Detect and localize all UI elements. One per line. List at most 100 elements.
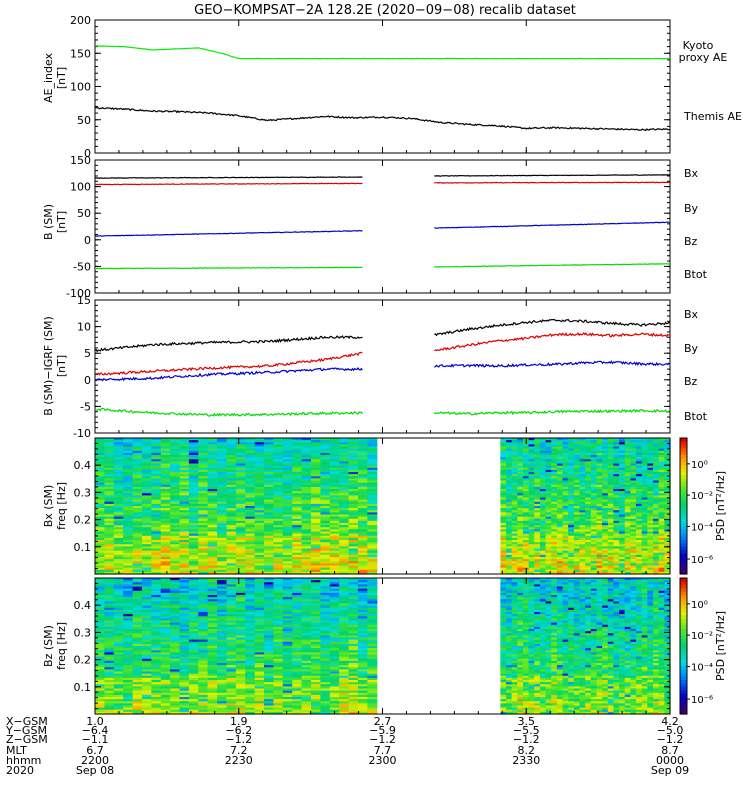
series-line-btot xyxy=(94,176,363,179)
spectrogram-cell xyxy=(357,457,368,460)
spectrogram-cell xyxy=(607,571,615,575)
spectrogram-cell xyxy=(596,467,603,471)
spectrogram-cell xyxy=(104,667,115,670)
spectrogram-cell xyxy=(264,561,275,564)
spectrogram-cell xyxy=(170,665,181,668)
spectrogram-cell xyxy=(658,444,665,448)
spectrogram-cell xyxy=(113,641,124,645)
spectrogram-cell xyxy=(602,561,609,564)
spectrogram-cell xyxy=(273,440,284,443)
spectrogram-cell xyxy=(339,482,350,486)
spectrogram-cell xyxy=(653,478,660,482)
spectrogram-cell xyxy=(636,484,643,488)
spectrogram-cell xyxy=(95,448,105,452)
spectrogram-cell xyxy=(151,548,162,552)
spectrogram-cell xyxy=(104,563,115,567)
spectrogram-cell xyxy=(113,650,124,653)
spectrogram-cell xyxy=(534,508,541,511)
spectrogram-cell xyxy=(226,557,237,560)
spectrogram-cell xyxy=(123,660,134,664)
spectrogram-cell xyxy=(123,491,134,494)
spectrogram-cell xyxy=(630,497,637,501)
spectrogram-cell xyxy=(264,508,275,511)
spectrogram-cell xyxy=(188,459,199,462)
spectrogram-cell xyxy=(590,529,598,533)
spectrogram-cell xyxy=(170,646,181,649)
spectrogram-cell xyxy=(113,626,124,630)
spectrogram-cell xyxy=(596,571,603,575)
spectrogram-cell xyxy=(188,578,199,581)
spectrogram-cell xyxy=(273,452,284,456)
spectrogram-cell xyxy=(602,571,609,575)
spectrogram-cell xyxy=(506,525,513,528)
spectrogram-cell xyxy=(641,499,648,503)
spectrogram-cell xyxy=(95,497,105,501)
spectrogram-cell xyxy=(568,491,575,494)
spectrogram-cell xyxy=(104,452,115,456)
spectrogram-cell xyxy=(511,478,518,482)
spectrogram-cell xyxy=(170,711,181,715)
spectrogram-cell xyxy=(339,569,350,573)
spectrogram-cell xyxy=(104,540,115,543)
spectrogram-cell xyxy=(113,697,124,700)
spectrogram-cell xyxy=(357,544,368,547)
spectrogram-cell xyxy=(207,567,218,571)
spectrogram-cell xyxy=(179,684,190,687)
spectrogram-cell xyxy=(506,495,513,499)
spectrogram-cell xyxy=(292,561,303,564)
spectrogram-cell xyxy=(585,459,592,462)
spectrogram-cell xyxy=(160,508,171,511)
spectrogram-cell xyxy=(292,463,303,467)
spectrogram-cell xyxy=(664,478,671,482)
spectrogram-cell xyxy=(113,614,124,617)
spectrogram-cell xyxy=(188,446,199,450)
spectrogram-cell xyxy=(545,444,552,448)
spectrogram-cell xyxy=(132,503,143,507)
spectrogram-cell xyxy=(579,474,586,477)
spectrogram-cell xyxy=(141,669,152,673)
spectrogram-cell xyxy=(282,565,293,569)
spectrogram-cell xyxy=(528,571,535,575)
spectrogram-cell xyxy=(534,561,541,564)
spectrogram-cell xyxy=(264,531,275,535)
spectrogram-cell xyxy=(217,567,228,571)
spectrogram-cell xyxy=(207,520,218,524)
spectrogram-cell xyxy=(123,618,134,622)
spectrogram-cell xyxy=(568,567,575,571)
spectrogram-cell xyxy=(556,567,564,571)
spectrogram-cell xyxy=(602,514,609,518)
spectrogram-cell xyxy=(245,533,256,537)
spectrogram-cell xyxy=(511,461,518,465)
spectrogram-cell xyxy=(123,440,134,443)
spectrogram-cell xyxy=(179,446,190,450)
spectrogram-cell xyxy=(179,582,190,585)
spectrogram-cell xyxy=(245,557,256,560)
spectrogram-cell xyxy=(151,495,162,499)
spectrogram-cell xyxy=(522,465,530,469)
spectrogram-cell xyxy=(264,495,275,499)
spectrogram-cell xyxy=(367,540,378,543)
spectrogram-cell xyxy=(647,486,654,490)
spectrogram-cell xyxy=(123,559,134,562)
spectrogram-cell xyxy=(539,567,547,571)
spectrogram-cell xyxy=(179,709,190,713)
spectrogram-cell xyxy=(506,501,513,505)
spectrogram-cell xyxy=(329,478,340,482)
spectrogram-cell xyxy=(282,527,293,530)
spectrogram-cell xyxy=(545,527,552,530)
spectrogram-cell xyxy=(95,692,105,696)
spectrogram-cell xyxy=(160,620,171,624)
spectrogram-cell xyxy=(254,461,265,465)
spectrogram-cell xyxy=(630,442,637,445)
spectrogram-cell xyxy=(630,440,637,443)
spectrogram-cell xyxy=(329,559,340,562)
y-tick-label: 15 xyxy=(77,294,91,307)
spectrogram-cell xyxy=(562,503,569,507)
spectrogram-cell xyxy=(292,544,303,547)
spectrogram-cell xyxy=(613,563,620,567)
spectrogram-cell xyxy=(170,554,181,558)
spectrogram-cell xyxy=(585,489,592,492)
spectrogram-cell xyxy=(500,518,507,522)
spectrogram-cell xyxy=(170,699,181,702)
spectrogram-cell xyxy=(188,557,199,560)
